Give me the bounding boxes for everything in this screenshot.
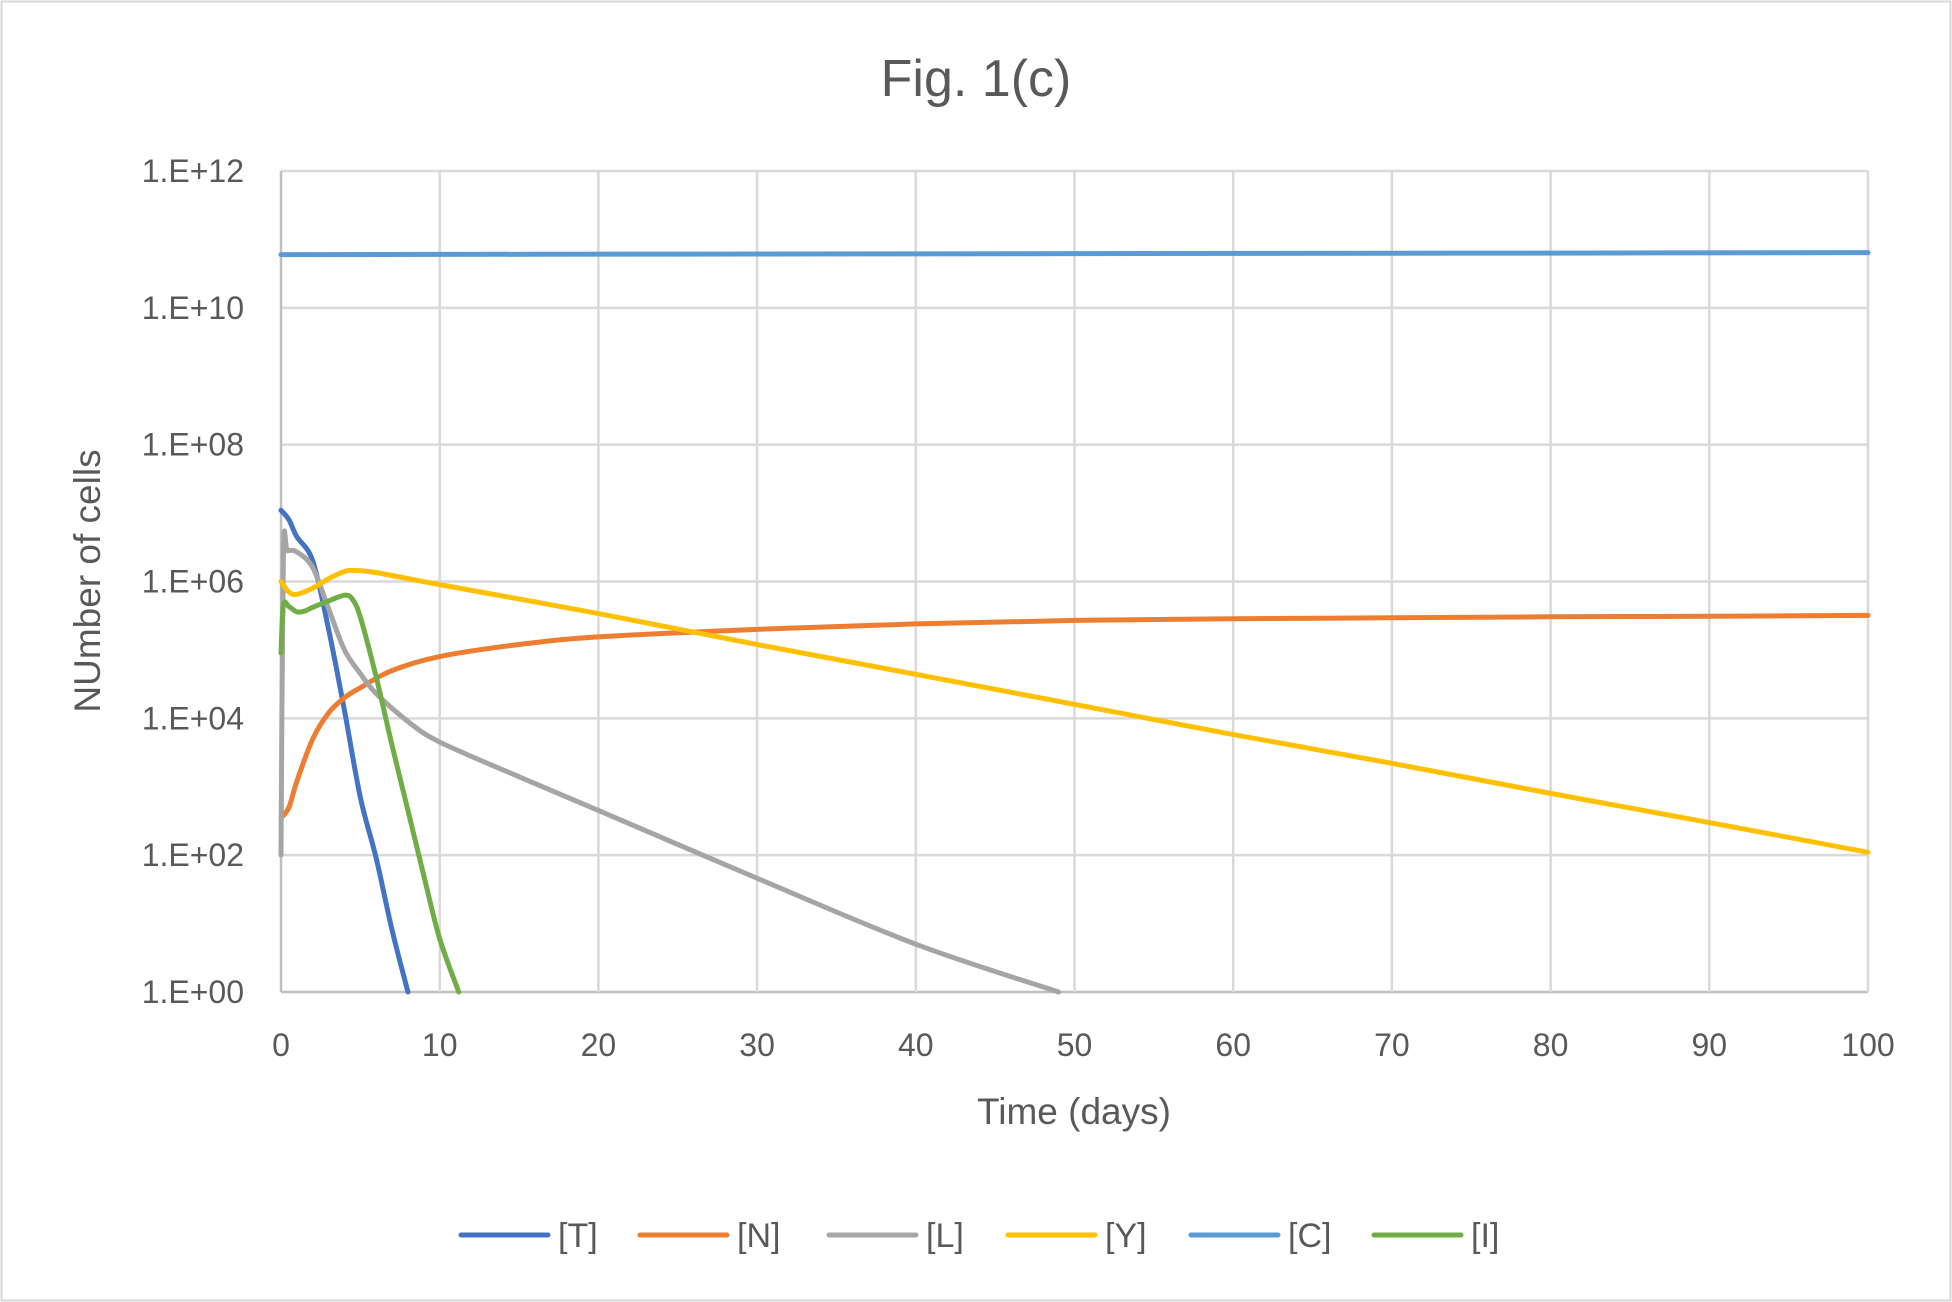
x-tick-label: 100 — [1841, 1027, 1894, 1063]
x-tick-label: 50 — [1057, 1027, 1093, 1063]
legend-label: [Y] — [1105, 1217, 1147, 1255]
series-line-y — [278, 567, 1871, 855]
y-axis-ticks: 1.E+00 1.E+02 1.E+04 1.E+06 1.E+08 1.E+10 1.E+… — [142, 153, 244, 1010]
x-axis-ticks: 0 10 20 30 40 50 60 70 80 90 100 — [272, 1027, 1895, 1063]
legend-item: [Y] — [1005, 1217, 1147, 1255]
legend-label: [C] — [1288, 1217, 1331, 1255]
legend-item: [C] — [1188, 1217, 1331, 1255]
legend-label: [T] — [558, 1217, 598, 1255]
x-tick-label: 0 — [272, 1027, 290, 1063]
x-tick-label: 90 — [1692, 1027, 1728, 1063]
legend-item: [L] — [826, 1217, 964, 1255]
legend-item: [I] — [1371, 1217, 1499, 1255]
x-axis-label: Time (days) — [977, 1091, 1171, 1132]
x-tick-label: 20 — [581, 1027, 617, 1063]
chart-title: Fig. 1(c) — [881, 50, 1072, 108]
x-tick-label: 30 — [739, 1027, 775, 1063]
y-tick-label: 1.E+00 — [142, 974, 244, 1010]
y-tick-label: 1.E+08 — [142, 427, 244, 463]
y-axis-label: NUmber of cells — [67, 449, 108, 712]
x-tick-label: 80 — [1533, 1027, 1569, 1063]
x-tick-label: 10 — [422, 1027, 458, 1063]
legend-label: [L] — [926, 1217, 964, 1255]
y-tick-label: 1.E+10 — [142, 290, 244, 326]
x-tick-label: 40 — [898, 1027, 934, 1063]
series-lines — [278, 250, 1871, 995]
y-tick-label: 1.E+04 — [142, 700, 244, 736]
legend-label: [N] — [737, 1217, 780, 1255]
series-line-c — [278, 250, 1871, 258]
legend: [T] [N] [L] [Y] [C] [I] — [458, 1217, 1499, 1255]
series-line-t — [278, 507, 411, 995]
x-tick-label: 60 — [1215, 1027, 1251, 1063]
legend-label: [I] — [1471, 1217, 1499, 1255]
series-line-i — [278, 592, 462, 995]
gridlines — [279, 169, 1870, 994]
legend-item: [N] — [637, 1217, 780, 1255]
series-line-l — [278, 528, 1062, 995]
legend-item: [T] — [458, 1217, 598, 1255]
y-tick-label: 1.E+06 — [142, 564, 244, 600]
y-tick-label: 1.E+02 — [142, 837, 244, 873]
y-tick-label: 1.E+12 — [142, 153, 244, 189]
x-tick-label: 70 — [1374, 1027, 1410, 1063]
